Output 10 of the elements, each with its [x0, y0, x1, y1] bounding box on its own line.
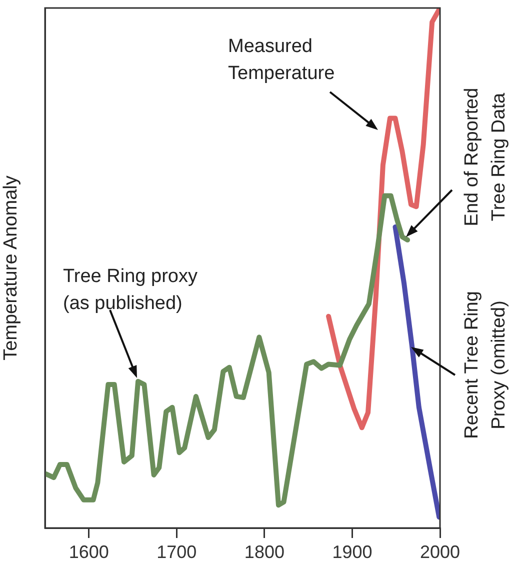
x-tick-label: 1800	[244, 542, 284, 562]
text: Recent Tree Ring Proxy (omitted)	[462, 291, 510, 439]
annotation: Measured Temperature	[228, 36, 335, 84]
x-tick-label: 1700	[156, 542, 197, 562]
x-tick-label: 1600	[68, 542, 109, 562]
text: End of Reported Tree Ring Data	[462, 88, 510, 226]
x-tick-label: 2000	[420, 542, 460, 562]
x-tick-label: 1900	[332, 542, 372, 562]
y-axis-title: Temperature Anomaly	[0, 175, 22, 360]
annotation: Tree Ring proxy (as published)	[63, 266, 198, 314]
